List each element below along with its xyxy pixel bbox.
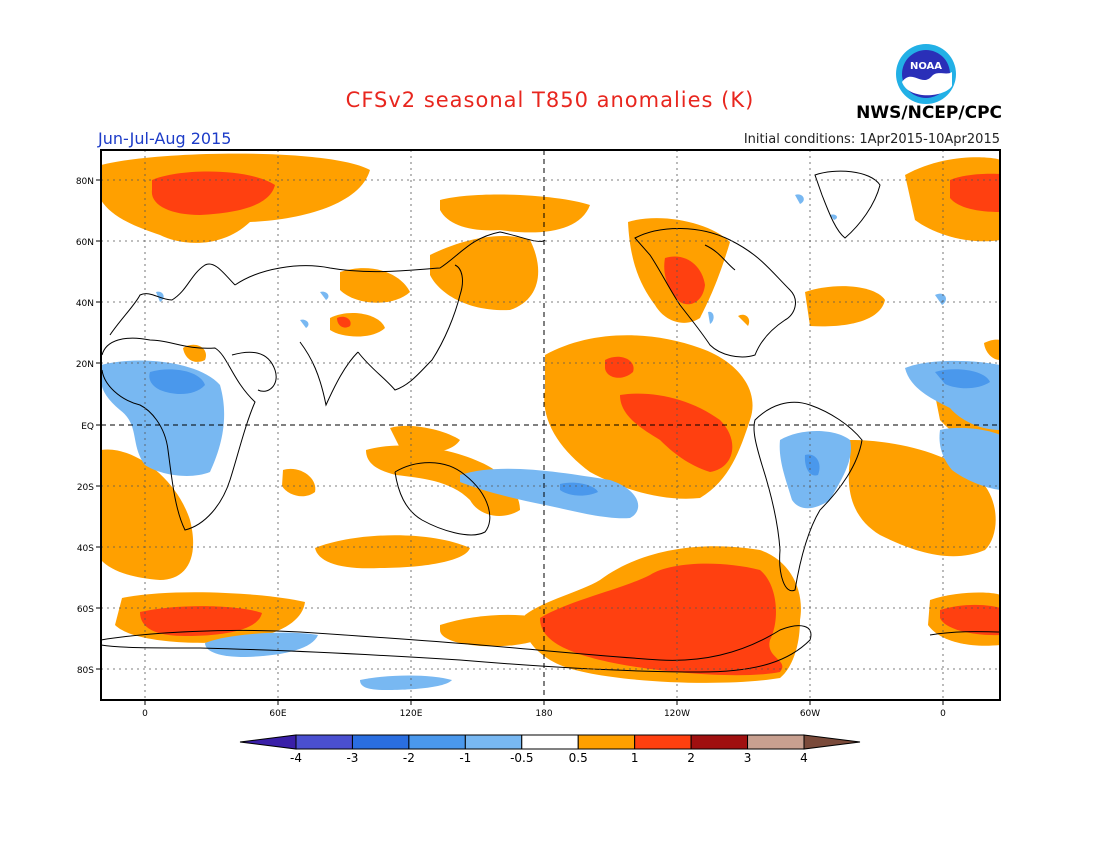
lon-label: 120E (400, 709, 423, 719)
lat-label: 80N (76, 177, 94, 187)
colorbar-label: 1 (631, 751, 639, 765)
colorbar-segment (690, 734, 749, 750)
anomaly-negative-0.5 (101, 194, 1000, 690)
lat-label: 20S (77, 483, 94, 493)
colorbar-segment (408, 734, 466, 750)
lon-label: 0 (142, 709, 148, 719)
colorbar-label: 4 (800, 751, 808, 765)
lon-label: 180 (535, 709, 552, 719)
axis-ticks (96, 179, 944, 705)
colorbar-segment (295, 734, 353, 750)
agency-label: NWS/NCEP/CPC (856, 103, 1002, 123)
colorbar-label: -2 (403, 751, 415, 765)
lat-label: 40S (77, 544, 94, 554)
lat-label: 60N (76, 238, 94, 248)
colorbar-segment (521, 734, 579, 750)
reference-lines (101, 150, 1000, 700)
lat-label: 20N (76, 360, 94, 370)
colorbar-segment (464, 734, 523, 750)
logo-text: NOAA (910, 61, 942, 72)
colorbar-segment (239, 734, 297, 750)
colorbar-label: 3 (744, 751, 752, 765)
lon-label: 0 (940, 709, 946, 719)
map-grid (101, 150, 1000, 700)
colorbar-segment (747, 734, 805, 750)
colorbar-labels: -4 -3 -2 -1 -0.5 0.5 1 2 3 4 (290, 751, 808, 765)
colorbar-label: 0.5 (569, 751, 588, 765)
colorbar-label: -3 (346, 751, 358, 765)
colorbar-segment (634, 734, 692, 750)
initial-conditions: Initial conditions: 1Apr2015-10Apr2015 (743, 132, 1000, 147)
colorbar-segment (351, 734, 410, 750)
colorbar-segment (803, 734, 861, 750)
colorbar-label: -4 (290, 751, 302, 765)
colorbar (239, 734, 861, 750)
lon-label: 120W (664, 709, 690, 719)
colorbar-label: -0.5 (510, 751, 533, 765)
forecast-period: Jun-Jul-Aug 2015 (98, 129, 232, 148)
anomaly-positive-1 (140, 171, 1000, 676)
colorbar-label: -1 (459, 751, 471, 765)
lat-label: 80S (77, 666, 94, 676)
lat-label: 60S (77, 605, 94, 615)
colorbar-label: 2 (687, 751, 695, 765)
noaa-logo: NOAA (896, 44, 956, 104)
chart-title: CFSv2 seasonal T850 anomalies (K) (345, 88, 755, 112)
lon-label: 60E (269, 709, 286, 719)
coastlines (101, 170, 1000, 673)
lon-label: 60W (800, 709, 820, 719)
lat-label: EQ (81, 422, 94, 432)
colorbar-segment (577, 734, 636, 750)
lat-label: 40N (76, 299, 94, 309)
